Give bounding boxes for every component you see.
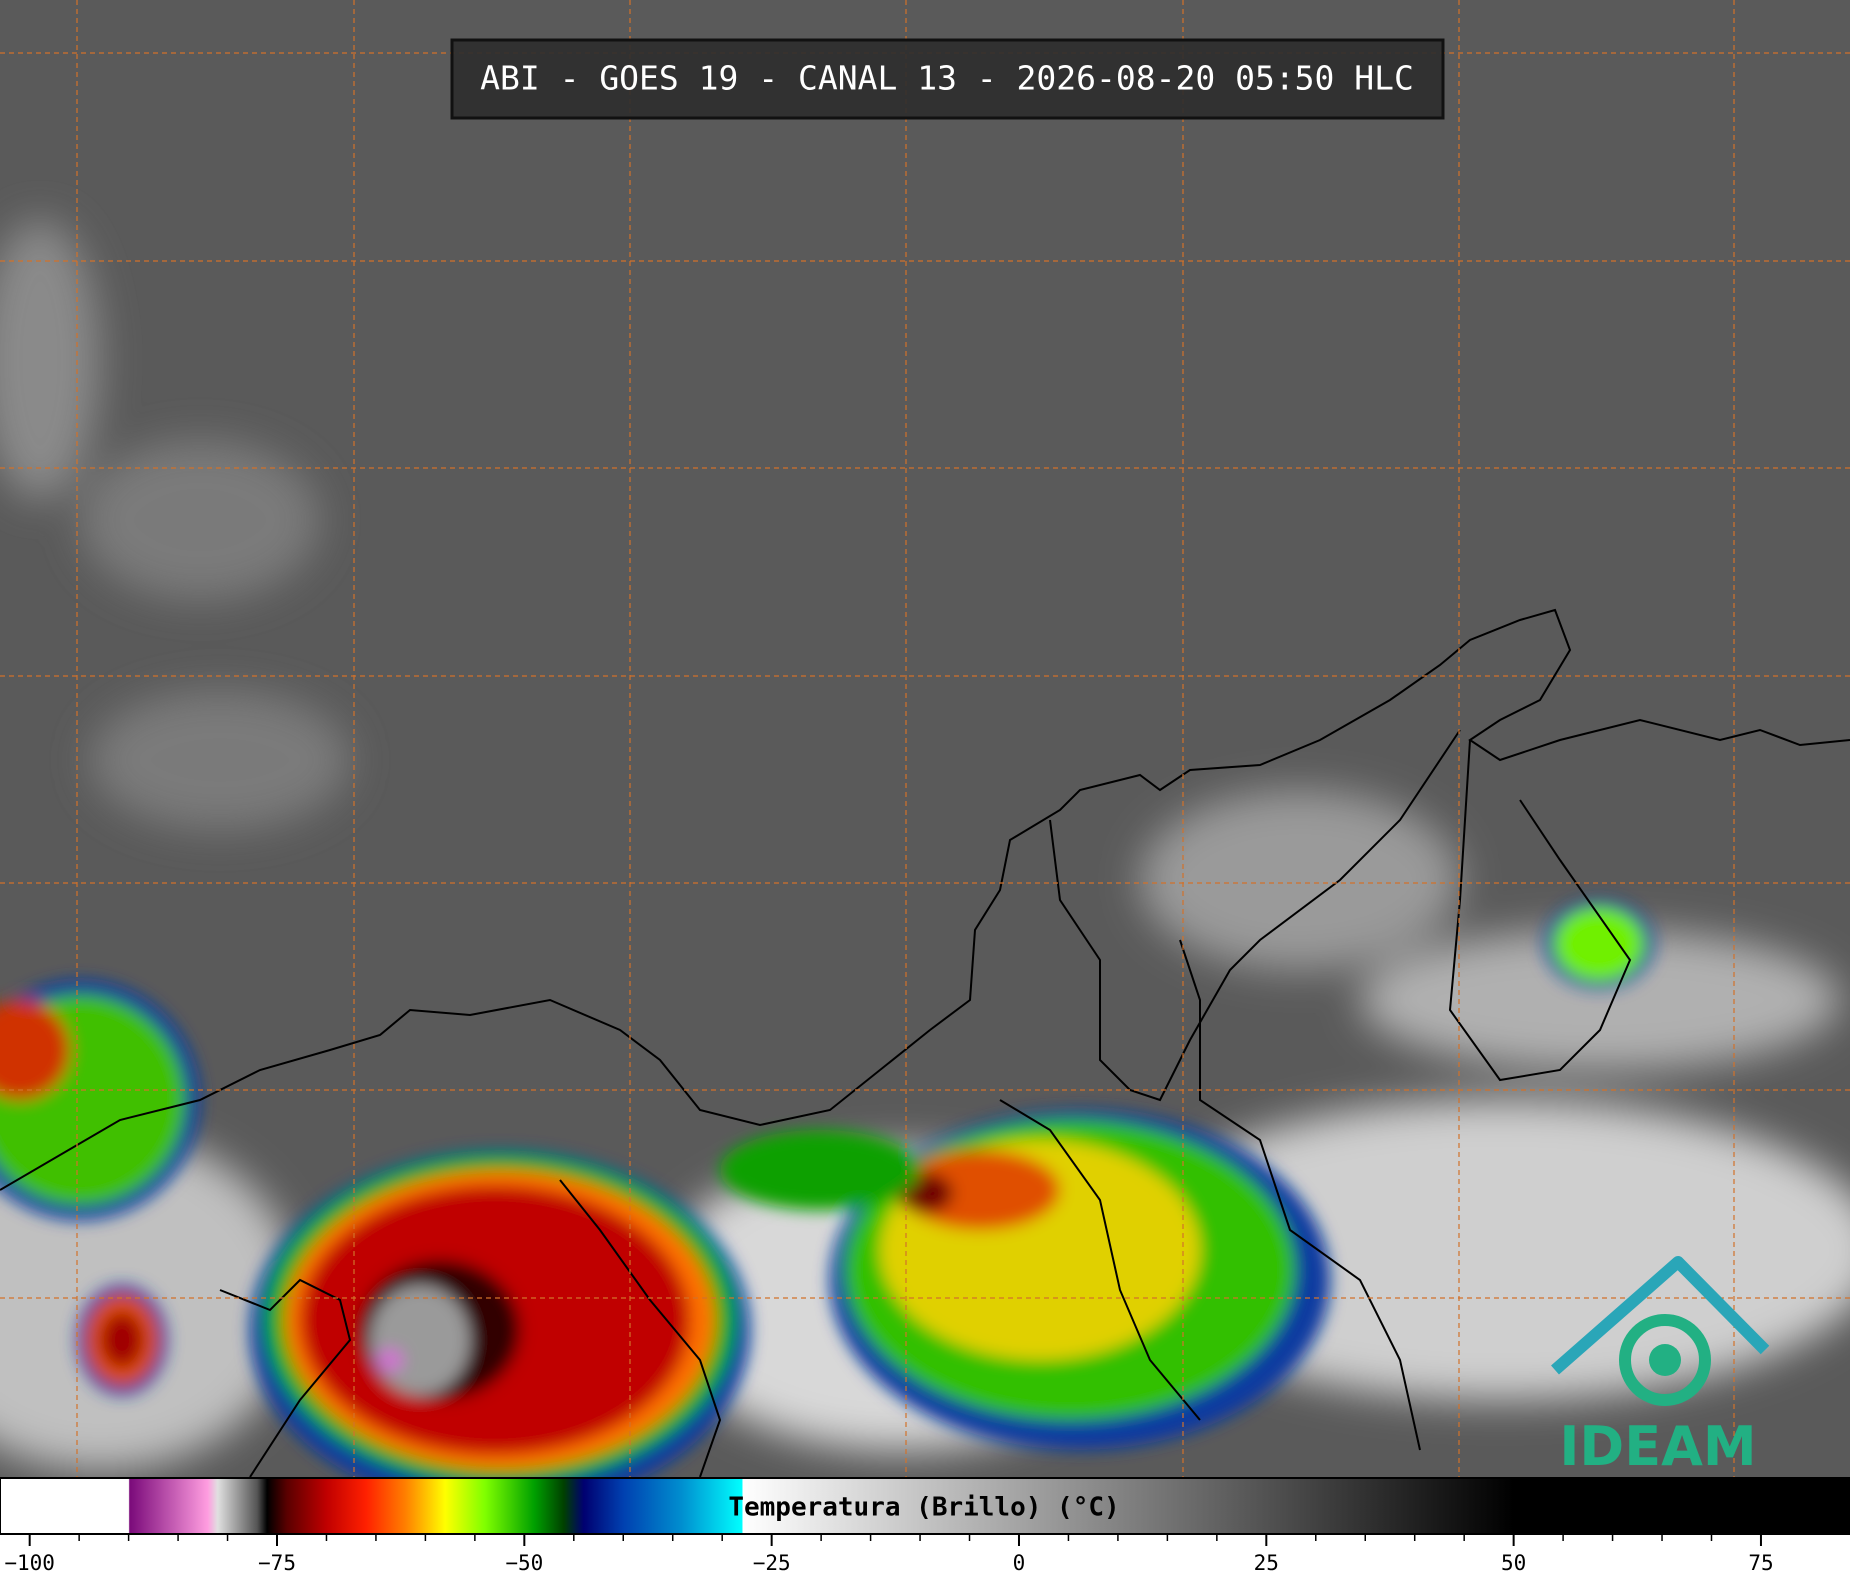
title: ABI - GOES 19 - CANAL 13 - 2026-08-20 05… (480, 59, 1414, 98)
coastlines (0, 608, 1850, 1477)
title-box: ABI - GOES 19 - CANAL 13 - 2026-08-20 05… (450, 38, 1445, 120)
tick-label: −25 (753, 1551, 791, 1575)
colorbar-label: Temperatura (Brillo) (°C) (728, 1493, 1119, 1523)
tick-label: −100 (4, 1551, 55, 1575)
colorbar-ramp (0, 1477, 1850, 1535)
tick-label: −50 (505, 1551, 543, 1575)
convective-cells (0, 899, 1654, 1477)
tick-label: 75 (1748, 1551, 1773, 1575)
logo-text: IDEAM (1559, 1415, 1756, 1478)
graticule (0, 0, 1850, 1477)
tick-label: −75 (258, 1551, 296, 1575)
tick-label: 25 (1254, 1551, 1279, 1575)
tick-label: 50 (1501, 1551, 1526, 1575)
tick-label: 0 (1013, 1551, 1026, 1575)
map: ABI - GOES 19 - CANAL 13 - 2026-08-20 05… (0, 0, 1850, 1478)
colorbar: Temperatura (Brillo) (°C) −100 −75 −50 −25 0… (0, 1477, 1850, 1577)
logo: IDEAM (1551, 1256, 1770, 1478)
